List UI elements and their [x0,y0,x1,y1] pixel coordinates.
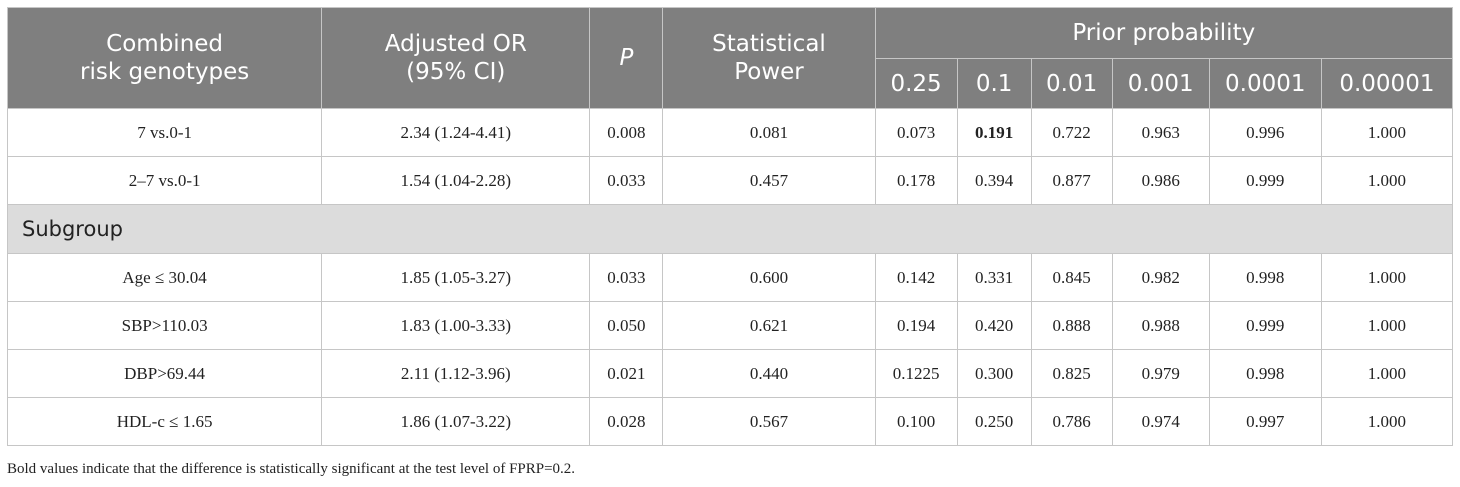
table-cell: 0.033 [589,156,664,205]
table-cell: 0.888 [1030,301,1113,350]
table-cell: 1.000 [1320,253,1454,302]
table-cell: 1.000 [1320,397,1454,446]
table-cell: 0.982 [1111,253,1210,302]
table-cell: 0.567 [662,397,876,446]
table-cell: 2–7 vs.0-1 [6,156,323,205]
table-cell: 0.021 [589,349,664,398]
table-container: Combined risk genotypes Adjusted OR (95%… [6,7,1454,446]
table-cell: 1.85 (1.05-3.27) [321,253,591,302]
table-cell: 1.54 (1.04-2.28) [321,156,591,205]
table-cell: 0.100 [874,397,958,446]
table-cell: 0.999 [1208,156,1322,205]
table-cell: 0.845 [1030,253,1113,302]
header-prior-value: 0.001 [1111,58,1210,109]
table-cell: 0.600 [662,253,876,302]
table-cell: 0.250 [956,397,1032,446]
table-cell: 0.786 [1030,397,1113,446]
table-cell: 0.877 [1030,156,1113,205]
table-cell: HDL-c ≤ 1.65 [6,397,323,446]
header-combined-risk-genotypes: Combined risk genotypes [6,7,323,109]
table-cell: 0.988 [1111,301,1210,350]
table-row: Age ≤ 30.04 1.85 (1.05-3.27) 0.033 0.600… [6,253,1454,302]
table-cell: 1.000 [1320,349,1454,398]
table-row: DBP>69.44 2.11 (1.12-3.96) 0.021 0.440 0… [6,349,1454,398]
table-cell: 0.073 [874,108,958,157]
header-text: Adjusted OR (95% CI) [384,31,527,85]
table-cell: 0.028 [589,397,664,446]
header-prior-value: 0.25 [874,58,958,109]
table-cell: 0.974 [1111,397,1210,446]
table-cell: 1.000 [1320,301,1454,350]
table-cell: 0.300 [956,349,1032,398]
table-cell: 7 vs.0-1 [6,108,323,157]
header-prior-value: 0.0001 [1208,58,1322,109]
table-cell: Age ≤ 30.04 [6,253,323,302]
table-footnote: Bold values indicate that the difference… [7,461,576,477]
table-cell: 0.008 [589,108,664,157]
table-cell: 0.194 [874,301,958,350]
table-cell: 0.999 [1208,301,1322,350]
table-cell: 2.34 (1.24-4.41) [321,108,591,157]
subgroup-label: Subgroup [7,204,1453,254]
header-text: Combined risk genotypes [79,31,250,85]
table-cell: 0.394 [956,156,1032,205]
header-prior-value: 0.1 [956,58,1032,109]
header-prior-value: 0.01 [1030,58,1113,109]
table-row: 7 vs.0-1 2.34 (1.24-4.41) 0.008 0.081 0.… [6,108,1454,157]
table-cell: 0.825 [1030,349,1113,398]
table-cell: 0.081 [662,108,876,157]
table-cell: 0.998 [1208,349,1322,398]
header-p: P [589,7,664,109]
table-row: HDL-c ≤ 1.65 1.86 (1.07-3.22) 0.028 0.56… [6,397,1454,446]
table-row: 2–7 vs.0-1 1.54 (1.04-2.28) 0.033 0.457 … [6,156,1454,205]
table-cell-significant: 0.191 [956,108,1032,157]
table-cell: 0.722 [1030,108,1113,157]
header-text: Statistical Power [712,31,826,85]
table-cell: 0.050 [589,301,664,350]
table-cell: 0.996 [1208,108,1322,157]
table-cell: 1.000 [1320,108,1454,157]
table-cell: 0.331 [956,253,1032,302]
table-cell: 0.033 [589,253,664,302]
fprp-table: Combined risk genotypes Adjusted OR (95%… [6,7,1454,446]
header-statistical-power: Statistical Power [662,7,876,109]
table-cell: 1.86 (1.07-3.22) [321,397,591,446]
table-cell: 2.11 (1.12-3.96) [321,349,591,398]
table-cell: 0.178 [874,156,958,205]
header-prior-probability: Prior probability [874,7,1454,59]
table-cell: 0.963 [1111,108,1210,157]
table-cell: 0.986 [1111,156,1210,205]
table-cell: 0.979 [1111,349,1210,398]
table-cell: SBP>110.03 [6,301,323,350]
table-cell: 1.83 (1.00-3.33) [321,301,591,350]
header-adjusted-or: Adjusted OR (95% CI) [321,7,591,109]
subgroup-row: Subgroup [7,204,1453,254]
table-cell: 0.142 [874,253,958,302]
table-cell: 0.1225 [874,349,958,398]
table-cell: 0.998 [1208,253,1322,302]
table-cell: 0.420 [956,301,1032,350]
table-cell: DBP>69.44 [6,349,323,398]
table-cell: 0.440 [662,349,876,398]
table-cell: 0.621 [662,301,876,350]
table-row: SBP>110.03 1.83 (1.00-3.33) 0.050 0.621 … [6,301,1454,350]
table-cell: 1.000 [1320,156,1454,205]
table-cell: 0.997 [1208,397,1322,446]
table-cell: 0.457 [662,156,876,205]
header-prior-value: 0.00001 [1320,58,1454,109]
